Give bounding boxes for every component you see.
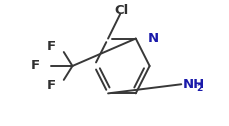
Text: N: N [147, 32, 158, 45]
Text: 2: 2 [195, 84, 202, 93]
Text: F: F [47, 79, 56, 92]
Text: F: F [47, 40, 56, 53]
Text: Cl: Cl [114, 4, 128, 17]
Text: F: F [31, 59, 40, 72]
Text: NH: NH [183, 78, 204, 91]
